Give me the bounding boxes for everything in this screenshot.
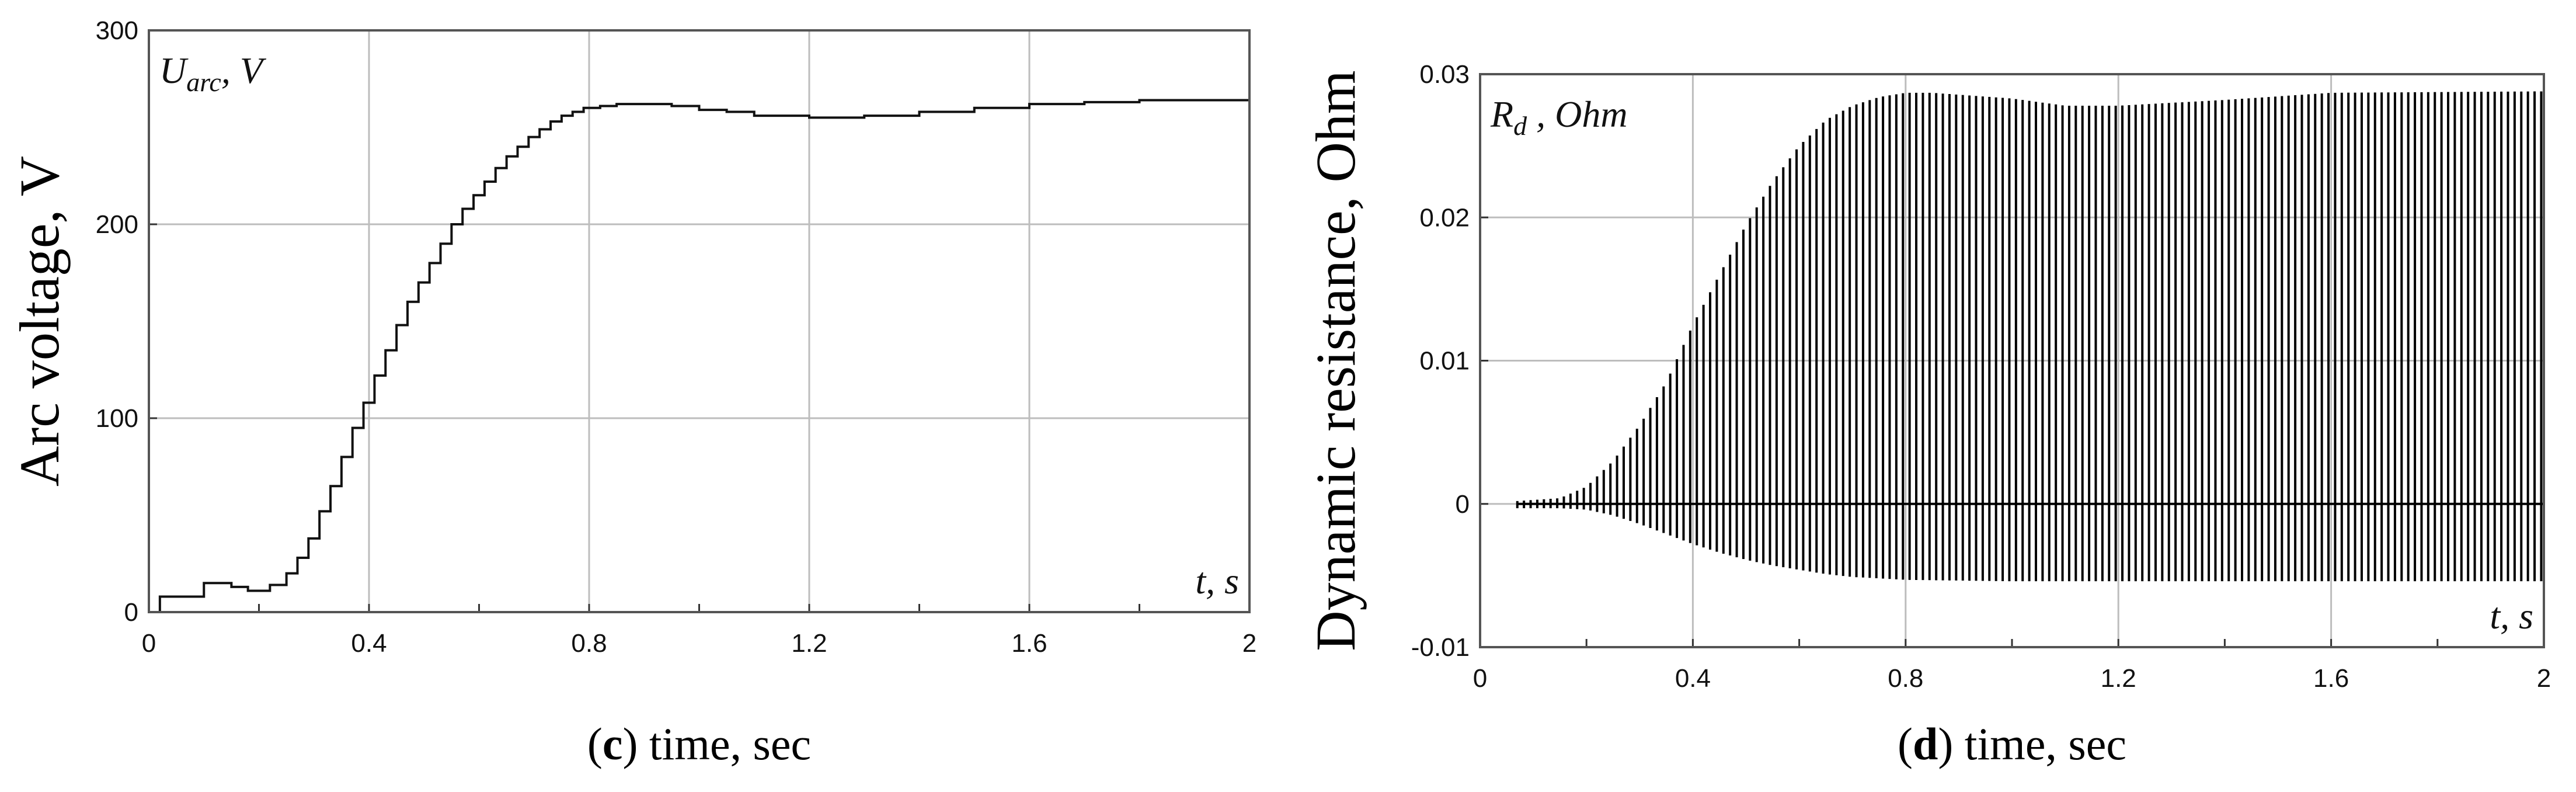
d-caption: (d) time, sec: [1898, 718, 2126, 769]
c-caption-open: (: [587, 718, 603, 769]
c-caption-letter: c: [603, 718, 623, 769]
d-x-tick-label: 2: [2537, 664, 2551, 693]
c-plot-frame: [148, 29, 1251, 613]
d-y-tick-label: 0.03: [1419, 60, 1470, 89]
d-y-tick-label: 0: [1456, 490, 1470, 519]
d-series-label-sub: d: [1513, 111, 1527, 141]
c-x-tick-label: 2: [1242, 629, 1256, 658]
d-series-label-unit: , Ohm: [1527, 93, 1627, 135]
chart-panel-c: 0 0.4 0.8 1.2 1.6 2 0 100 200 300 Arc voltage, V…: [8, 16, 1256, 769]
c-x-tick-labels: 0 0.4 0.8 1.2 1.6 2: [142, 629, 1256, 658]
c-series-label: Uarc, V: [159, 50, 267, 97]
d-y-tick-label: 0.01: [1419, 347, 1470, 376]
c-caption: (c) time, sec: [587, 718, 811, 769]
d-y-tick-label: -0.01: [1411, 633, 1470, 662]
c-y-tick-label: 0: [124, 598, 138, 627]
c-grid: [149, 30, 1249, 612]
c-x-tick-label: 1.2: [791, 629, 827, 658]
d-y-tick-labels: -0.01 0 0.01 0.02 0.03: [1411, 60, 1470, 662]
d-caption-open: (: [1898, 718, 1913, 769]
d-caption-letter: d: [1913, 718, 1938, 769]
c-series-label-unit: , V: [221, 50, 267, 91]
d-grid: [1480, 74, 2544, 647]
c-uarc-series-line: [149, 99, 1249, 613]
d-x-tick-labels: 0 0.4 0.8 1.2 1.6 2: [1473, 664, 2551, 693]
d-series-label: Rd , Ohm: [1490, 93, 1628, 141]
d-y-tick-label: 0.02: [1419, 203, 1470, 232]
d-x-tick-label: 0: [1473, 664, 1487, 693]
c-y-tick-label: 300: [96, 16, 138, 45]
c-y-tick-label: 200: [96, 210, 138, 239]
c-caption-text: ) time, sec: [622, 718, 811, 769]
d-caption-text: ) time, sec: [1938, 718, 2126, 769]
c-ticks: [148, 29, 1251, 613]
d-plot-frame: [1479, 73, 2545, 648]
d-x-tick-label: 0.8: [1888, 664, 1923, 693]
c-x-tick-label: 0: [142, 629, 156, 658]
d-x-tick-label: 1.2: [2101, 664, 2136, 693]
d-y-axis-label: Dynamic resistance, Ohm: [1304, 70, 1367, 651]
c-series-label-main: U: [159, 50, 189, 91]
d-series-label-main: R: [1490, 93, 1513, 135]
c-trace: [149, 99, 1249, 613]
d-x-tick-label: 1.6: [2313, 664, 2349, 693]
c-x-tick-label: 0.4: [351, 629, 387, 658]
c-y-tick-labels: 0 100 200 300: [96, 16, 138, 627]
d-trace: [1516, 91, 2544, 582]
c-series-label-sub: arc: [186, 67, 221, 97]
c-y-axis-label: Arc voltage, V: [8, 156, 71, 487]
d-x-tick-label: 0.4: [1675, 664, 1711, 693]
d-x-inner-label: t, s: [2490, 595, 2533, 637]
c-x-tick-label: 0.8: [571, 629, 607, 658]
c-x-inner-label: t, s: [1195, 560, 1239, 602]
c-y-tick-label: 100: [96, 404, 138, 433]
c-x-tick-label: 1.6: [1011, 629, 1047, 658]
